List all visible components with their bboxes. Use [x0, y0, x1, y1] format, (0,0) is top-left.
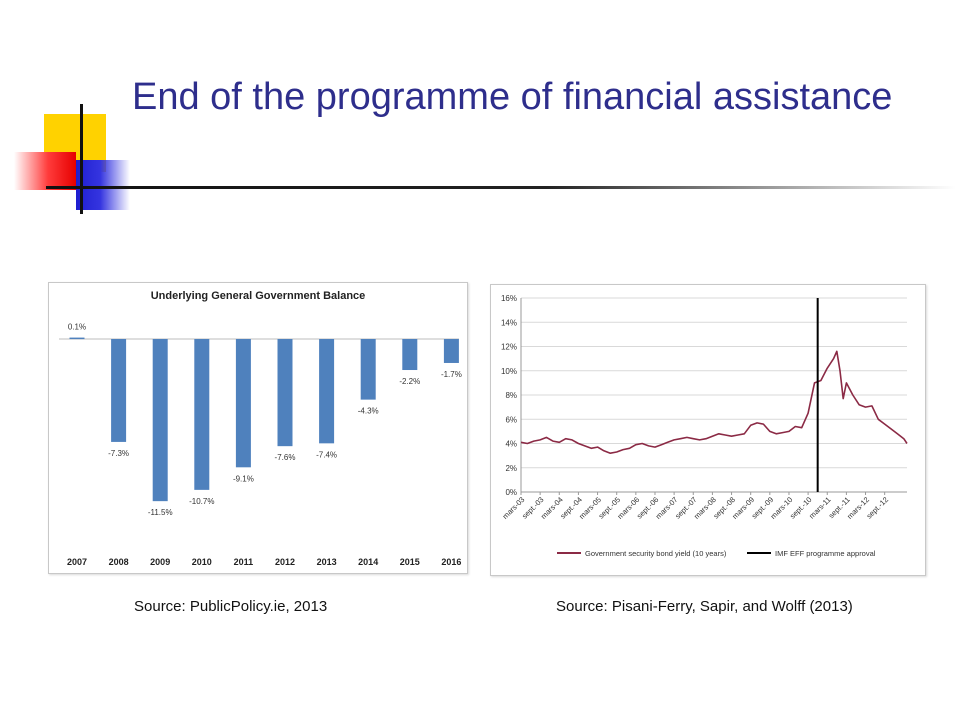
slide-title: End of the programme of financial assist…: [132, 76, 893, 118]
source-right: Source: Pisani-Ferry, Sapir, and Wolff (…: [556, 598, 853, 615]
data-label-2008: -7.3%: [108, 449, 129, 458]
data-label-2013: -7.4%: [316, 450, 337, 459]
bar-2015: [402, 339, 418, 371]
data-label-2010: -10.7%: [189, 497, 214, 506]
data-label-2012: -7.6%: [275, 453, 296, 462]
y-tick-4: 4%: [505, 440, 517, 449]
chart-title: Underlying General Government Balance: [151, 290, 366, 302]
title-underline: [46, 186, 956, 189]
bar-2012: [277, 339, 293, 447]
x-tick-2010: 2010: [192, 557, 212, 567]
y-tick-2: 2%: [505, 464, 517, 473]
bar-2007: [69, 337, 85, 340]
bar-2016: [443, 339, 459, 363]
decor-blue-square: [76, 160, 130, 210]
x-tick-2011: 2011: [234, 557, 254, 567]
x-tick-2014: 2014: [358, 557, 378, 567]
legend-label-programme: IMF EFF programme approval: [775, 549, 876, 558]
decor-vertical-line: [80, 104, 83, 214]
decor-red-square: [14, 152, 76, 190]
y-tick-0: 0%: [505, 488, 517, 497]
source-left: Source: PublicPolicy.ie, 2013: [134, 598, 328, 615]
x-tick-2015: 2015: [400, 557, 420, 567]
x-tick-2009: 2009: [150, 557, 170, 567]
bond-yield-chart-panel: 0% 2% 4% 6% 8% 10% 12% 14% 16% mars-03 sept.-03 mar…: [490, 284, 926, 576]
y-tick-8: 8%: [505, 391, 517, 400]
data-label-2015: -2.2%: [399, 377, 420, 386]
x-tick-2013: 2013: [317, 557, 337, 567]
data-label-2014: -4.3%: [358, 407, 379, 416]
bar-2008: [111, 339, 127, 442]
bar-2009: [152, 339, 168, 502]
y-tick-10: 10%: [501, 367, 517, 376]
bar-2013: [319, 339, 335, 444]
y-tick-14: 14%: [501, 318, 517, 327]
bar-2014: [360, 339, 376, 400]
y-tick-12: 12%: [501, 343, 517, 352]
data-label-2016: -1.7%: [441, 370, 462, 379]
budget-balance-chart-panel: Underlying General Government Balance 0.1…: [48, 282, 468, 574]
bar-2010: [194, 339, 210, 490]
data-label-2011: -9.1%: [233, 474, 254, 483]
x-tick-2007: 2007: [67, 557, 87, 567]
data-label-2009: -11.5%: [148, 508, 173, 517]
x-tick-2016: 2016: [441, 557, 461, 567]
x-tick-2008: 2008: [109, 557, 129, 567]
y-tick-16: 16%: [501, 294, 517, 303]
data-label-2007: 0.1%: [68, 323, 86, 332]
y-tick-6: 6%: [505, 415, 517, 424]
budget-balance-bar-chart: Underlying General Government Balance 0.1…: [59, 290, 462, 567]
legend-label-bond-yield: Government security bond yield (10 years…: [585, 549, 727, 558]
series-bond-yield-line: [520, 350, 908, 454]
bond-yield-line-chart: 0%2%4%6%8%10%12%14%16%mars-03sept.-03mar…: [501, 294, 908, 558]
bar-2011: [235, 339, 251, 468]
x-tick-2012: 2012: [275, 557, 295, 567]
